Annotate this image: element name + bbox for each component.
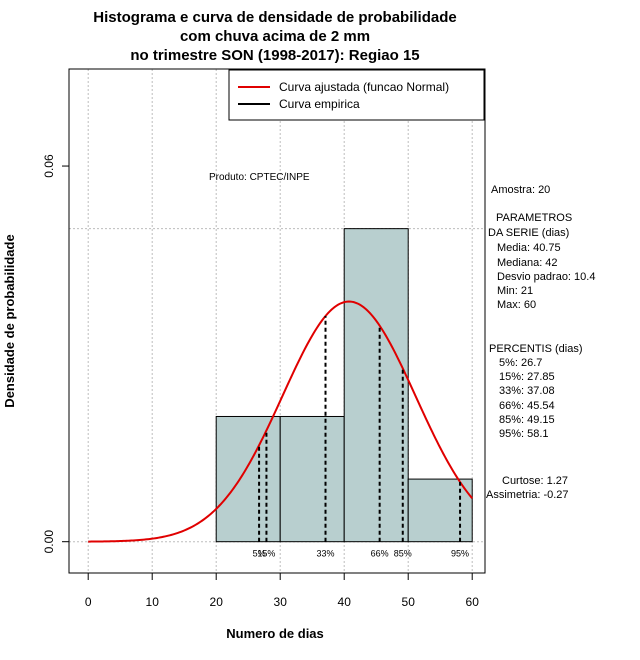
sample-size: Amostra: 20 [491, 184, 550, 196]
percentile-label: 5% [253, 549, 266, 559]
percentile-label: 85% [394, 549, 412, 559]
histogram-bar [407, 478, 473, 543]
y-tick-label: 0.00 [42, 530, 56, 554]
percentil-15: 15%: 27.85 [499, 371, 555, 383]
histogram-bars [215, 228, 473, 543]
percentil-5: 5%: 26.7 [499, 357, 542, 369]
title-line-1: Histograma e curva de densidade de proba… [93, 9, 456, 26]
x-axis: 0 10 20 30 40 50 60 [85, 572, 480, 609]
percentile-label: 66% [371, 549, 389, 559]
param-mean: Media: 40.75 [497, 242, 561, 254]
x-tick-label: 0 [85, 595, 92, 609]
legend: Curva ajustada (funcao Normal) Curva emp… [228, 69, 485, 121]
normal-curve-path [88, 300, 473, 543]
percentil-85: 85%: 49.15 [499, 414, 555, 426]
percentis-title: PERCENTIS (dias) [489, 343, 583, 355]
percentile-label: 33% [317, 549, 335, 559]
param-median: Mediana: 42 [497, 257, 558, 269]
param-sd: Desvio padrao: 10.4 [497, 271, 595, 283]
percentil-95: 95%: 58.1 [499, 428, 549, 440]
legend-label-empirical: Curva empirica [279, 97, 360, 111]
y-axis-label: Densidade de probabilidade [2, 234, 17, 407]
legend-label-fitted: Curva ajustada (funcao Normal) [279, 80, 449, 94]
percentile-label: 15% [257, 549, 275, 559]
x-axis-label: Numero de dias [226, 626, 324, 641]
curtose: Curtose: 1.27 [502, 475, 568, 487]
x-tick-label: 30 [274, 595, 288, 609]
title-line-2: com chuva acima de 2 mm [180, 28, 370, 45]
y-tick-label: 0.06 [42, 154, 56, 178]
histogram-bar [279, 415, 345, 543]
histogram-bar [215, 415, 281, 543]
assimetria: Assimetria: -0.27 [486, 489, 569, 501]
param-max: Max: 60 [497, 299, 536, 311]
param-min: Min: 21 [497, 285, 533, 297]
percentile-lines: 5%15% 33% 66% 85% 95% [253, 316, 469, 559]
chart-title: Histograma e curva de densidade de proba… [93, 9, 456, 64]
percentile-label: 95% [451, 549, 469, 559]
params-title-2: DA SERIE (dias) [488, 227, 569, 239]
product-annotation: Produto: CPTEC/INPE [209, 172, 310, 183]
x-tick-label: 50 [402, 595, 416, 609]
x-tick-label: 60 [466, 595, 480, 609]
normal-curve [88, 300, 473, 543]
legend-box [228, 69, 485, 121]
params-title-1: PARAMETROS [496, 212, 572, 224]
y-axis: 0.00 0.06 [42, 154, 69, 553]
x-tick-label: 40 [338, 595, 352, 609]
x-tick-label: 10 [146, 595, 160, 609]
title-line-3: no trimestre SON (1998-2017): Regiao 15 [130, 47, 419, 64]
x-tick-label: 20 [210, 595, 224, 609]
percentil-33: 33%: 37.08 [499, 385, 555, 397]
stats-panel: Amostra: 20 PARAMETROS DA SERIE (dias) M… [486, 184, 595, 501]
percentil-66: 66%: 45.54 [499, 400, 555, 412]
histogram-bar [343, 228, 409, 543]
